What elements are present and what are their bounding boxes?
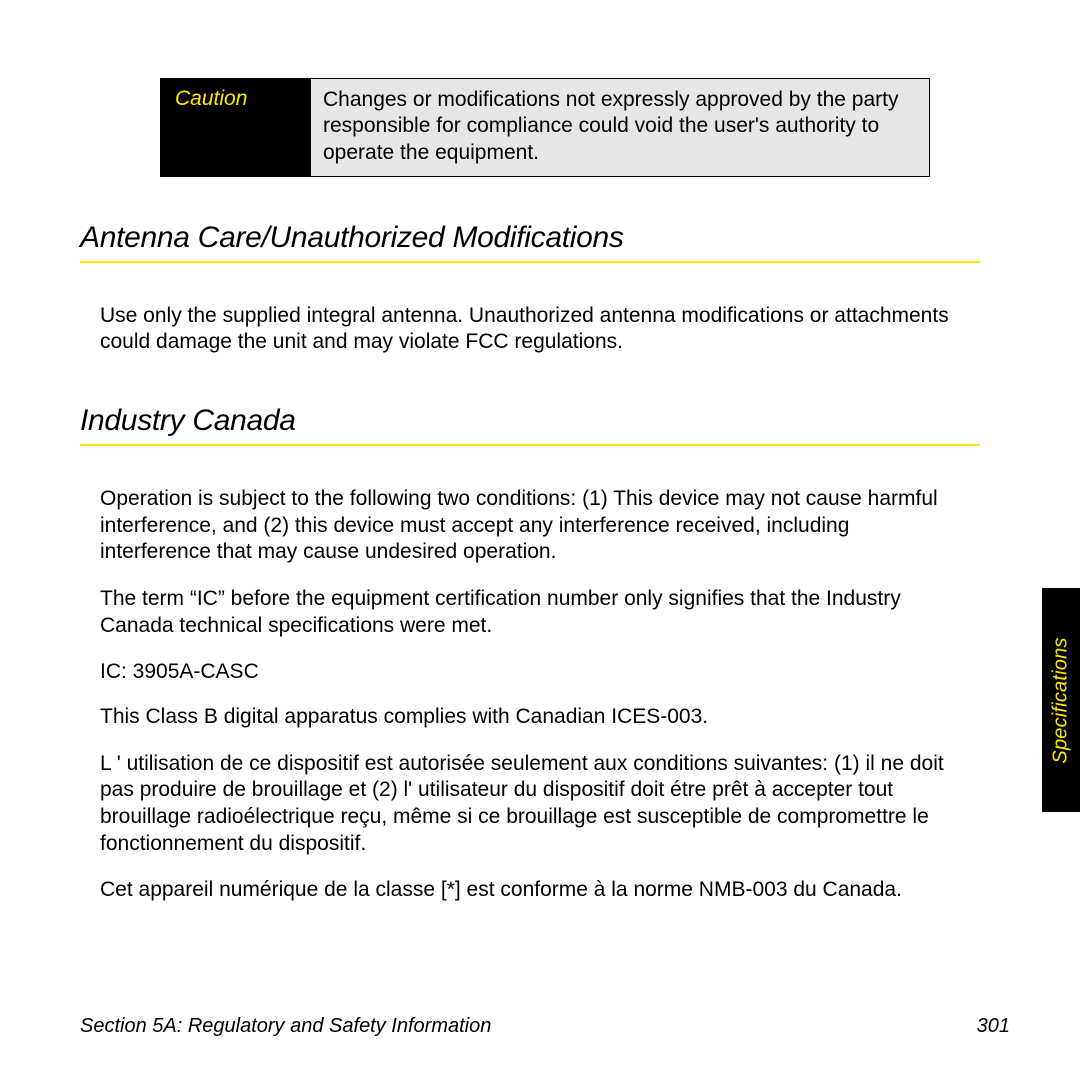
body-paragraph: The term “IC” before the equipment certi…	[100, 586, 960, 639]
body-paragraph: Use only the supplied integral antenna. …	[100, 303, 960, 356]
side-tab-label: Specifications	[1050, 637, 1073, 763]
heading-antenna-care: Antenna Care/Unauthorized Modifications	[80, 221, 980, 263]
section-spacer	[80, 376, 1020, 404]
body-paragraph: This Class B digital apparatus complies …	[100, 704, 960, 731]
page-footer: Section 5A: Regulatory and Safety Inform…	[80, 1015, 1010, 1038]
footer-page-number: 301	[977, 1015, 1010, 1038]
caution-box: Caution Changes or modifications not exp…	[160, 78, 930, 177]
caution-label: Caution	[161, 79, 311, 176]
body-paragraph: Cet appareil numérique de la classe [*] …	[100, 877, 960, 904]
body-paragraph: L ' utilisation de ce dispositif est aut…	[100, 751, 960, 858]
caution-body-text: Changes or modifications not expressly a…	[311, 79, 929, 176]
body-paragraph: IC: 3905A-CASC	[100, 659, 960, 686]
footer-section-title: Section 5A: Regulatory and Safety Inform…	[80, 1015, 491, 1038]
heading-industry-canada: Industry Canada	[80, 404, 980, 446]
side-tab-specifications: Specifications	[1042, 588, 1080, 812]
body-paragraph: Operation is subject to the following tw…	[100, 486, 960, 566]
document-page: Caution Changes or modifications not exp…	[0, 0, 1080, 1080]
